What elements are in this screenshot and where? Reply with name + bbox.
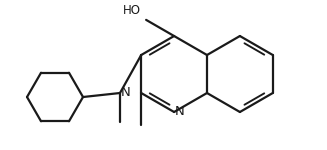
Text: HO: HO [123, 4, 141, 17]
Text: N: N [175, 105, 185, 117]
Text: N: N [121, 85, 131, 99]
